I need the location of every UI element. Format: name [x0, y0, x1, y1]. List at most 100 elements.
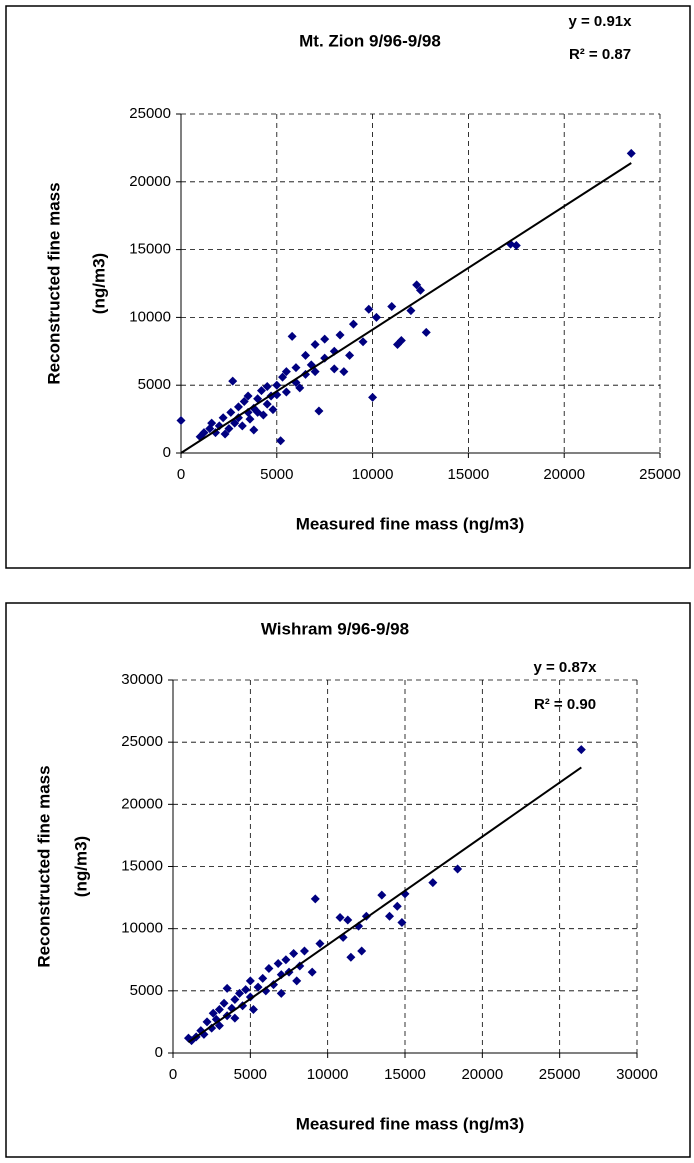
data-point: [320, 353, 330, 363]
data-point: [230, 995, 240, 1005]
data-point: [224, 424, 234, 434]
data-point: [207, 418, 217, 428]
data-point: [272, 380, 282, 390]
y-tick-label: 30000: [121, 671, 163, 688]
data-point: [315, 939, 325, 949]
data-point: [320, 334, 330, 344]
x-tick-label: 0: [177, 466, 185, 483]
data-point: [276, 988, 286, 998]
data-point: [262, 382, 272, 392]
x-tick-label: 15000: [384, 1066, 426, 1083]
y-tick-label: 0: [155, 1044, 163, 1061]
y-axis-label: (ng/m3): [89, 253, 108, 314]
data-point: [345, 350, 355, 360]
data-point: [287, 331, 297, 341]
data-point: [262, 399, 272, 409]
data-point: [228, 376, 238, 386]
data-point: [310, 894, 320, 904]
data-point: [233, 402, 243, 412]
x-axis-label: Measured fine mass (ng/m3): [296, 1114, 525, 1133]
data-point: [214, 1021, 224, 1031]
data-point: [295, 383, 305, 393]
data-point: [406, 306, 416, 316]
data-point: [202, 1017, 212, 1027]
data-point: [357, 946, 367, 956]
data-point: [249, 425, 259, 435]
data-point: [226, 407, 236, 417]
x-tick-label: 10000: [352, 466, 394, 483]
data-point: [397, 917, 407, 927]
data-point: [412, 280, 422, 290]
data-point: [428, 878, 438, 888]
data-point: [453, 864, 463, 874]
data-point: [220, 429, 230, 439]
data-point: [276, 436, 286, 446]
x-tick-label: 25000: [539, 1066, 581, 1083]
data-point: [396, 335, 406, 345]
y-tick-label: 5000: [130, 982, 163, 999]
data-point: [218, 413, 228, 423]
y-tick-label: 10000: [129, 308, 171, 325]
data-point: [387, 302, 397, 312]
data-point: [358, 337, 368, 347]
data-point: [237, 421, 247, 431]
data-point: [299, 946, 309, 956]
data-point: [576, 745, 586, 755]
y-tick-label: 15000: [121, 857, 163, 874]
data-point: [307, 967, 317, 977]
y-tick-label: 5000: [138, 376, 171, 393]
data-point: [243, 407, 253, 417]
y-axis-label: (ng/m3): [71, 836, 90, 897]
data-point: [421, 327, 431, 337]
data-point: [207, 1023, 217, 1033]
data-point: [416, 285, 425, 295]
x-axis-label: Measured fine mass (ng/m3): [296, 514, 525, 533]
x-tick-label: 5000: [234, 1066, 267, 1083]
annotation: y = 0.91x: [569, 13, 633, 30]
data-point: [230, 1013, 240, 1023]
data-point: [258, 973, 268, 983]
data-point: [301, 350, 311, 360]
data-point: [241, 985, 251, 995]
data-point: [292, 976, 302, 986]
y-tick-label: 10000: [121, 920, 163, 937]
data-point: [310, 367, 320, 377]
y-axis-label: Reconstructed fine mass: [44, 182, 63, 384]
data-point: [281, 387, 291, 397]
data-point: [214, 1004, 224, 1014]
data-point: [335, 912, 345, 922]
data-point: [281, 367, 291, 377]
data-point: [511, 241, 521, 251]
x-tick-label: 15000: [448, 466, 490, 483]
trendline: [180, 162, 632, 454]
data-point: [208, 1008, 218, 1018]
data-point: [219, 998, 229, 1008]
data-point: [289, 949, 299, 959]
x-tick-label: 10000: [307, 1066, 349, 1083]
chart-frame: [5, 5, 691, 569]
data-point: [176, 415, 186, 425]
data-point: [281, 955, 291, 965]
data-point: [329, 364, 339, 374]
x-tick-label: 25000: [639, 466, 681, 483]
data-point: [364, 304, 374, 314]
data-point: [256, 386, 266, 396]
data-point: [245, 976, 255, 986]
y-tick-label: 15000: [129, 241, 171, 258]
x-tick-label: 20000: [543, 466, 585, 483]
chart-title: Wishram 9/96-9/98: [261, 619, 409, 638]
data-point: [269, 980, 279, 990]
data-point: [248, 1004, 258, 1014]
data-point: [245, 414, 255, 424]
data-point: [243, 391, 253, 401]
annotation: R² = 0.87: [569, 46, 631, 63]
data-point: [278, 372, 288, 382]
annotation: y = 0.87x: [534, 659, 598, 676]
data-point: [214, 421, 224, 431]
chart-frame: [5, 602, 691, 1158]
data-point: [392, 901, 402, 911]
data-point: [310, 340, 320, 350]
y-tick-label: 20000: [129, 173, 171, 190]
data-point: [343, 915, 353, 925]
